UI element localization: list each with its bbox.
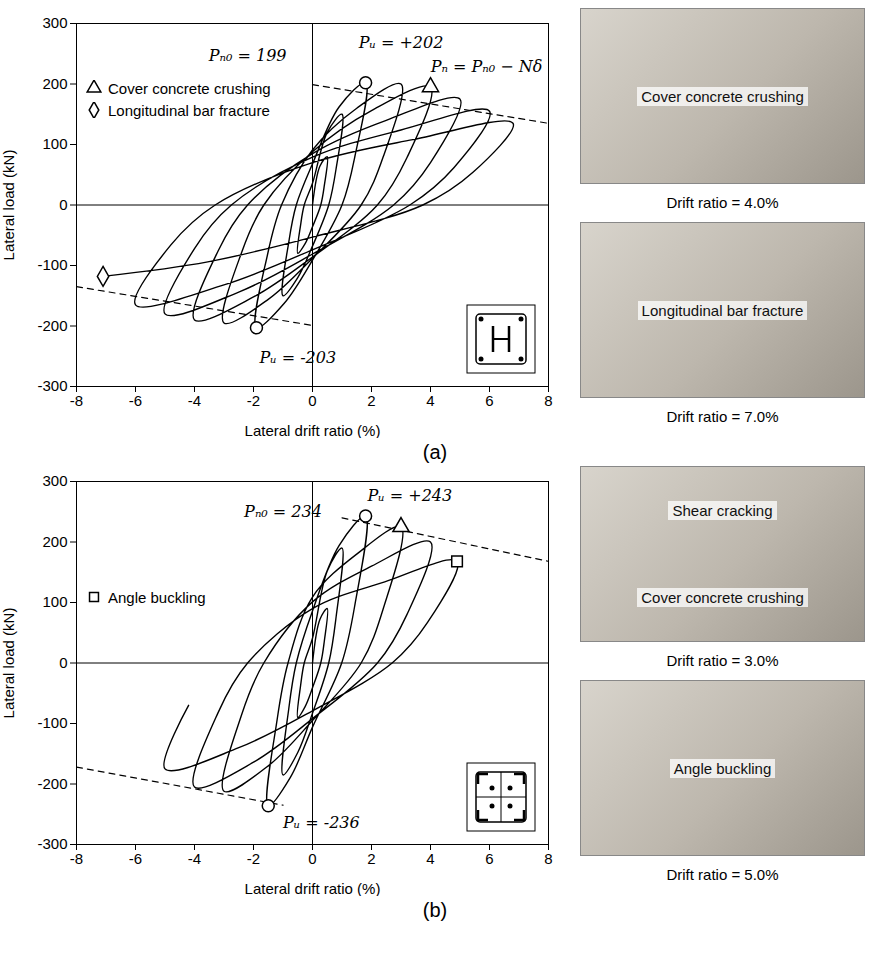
svg-text:Pᵤ = +243: Pᵤ = +243 — [367, 486, 453, 505]
svg-text:300: 300 — [42, 472, 67, 489]
svg-text:200: 200 — [42, 533, 67, 550]
html-text:Angle buckling: Angle buckling — [673, 759, 772, 777]
svg-text:6: 6 — [485, 850, 493, 867]
svg-text:-2: -2 — [247, 392, 260, 409]
svg-text:-200: -200 — [37, 775, 67, 792]
svg-text:300: 300 — [42, 14, 67, 31]
svg-text:-300: -300 — [37, 377, 67, 394]
svg-text:-200: -200 — [37, 317, 67, 334]
html-text:Cover concrete crushing: Cover concrete crushing — [108, 79, 271, 97]
html-text:Cover concrete crushing: Cover concrete crushing — [641, 589, 804, 606]
svg-text:Lateral load (kN): Lateral load (kN) — [0, 608, 17, 719]
html-text:Shear cracking: Shear cracking — [672, 502, 773, 519]
svg-text:Lateral drift ratio (%): Lateral drift ratio (%) — [245, 422, 381, 439]
html-text:Cover concrete crushing: Cover concrete crushing — [641, 87, 804, 105]
svg-text:8: 8 — [544, 850, 552, 867]
html-text:Drift ratio = 3.0%: Drift ratio = 3.0% — [666, 652, 779, 669]
svg-text:2: 2 — [367, 850, 375, 867]
svg-text:-6: -6 — [129, 392, 142, 409]
html-text:Drift ratio = 4.0%: Drift ratio = 4.0% — [666, 194, 779, 211]
svg-text:-8: -8 — [70, 850, 83, 867]
html-text:(a): (a) — [422, 441, 448, 463]
html-text:(b): (b) — [422, 899, 448, 921]
html-text:Longitudinal bar fracture: Longitudinal bar fracture — [641, 301, 804, 319]
svg-text:6: 6 — [485, 392, 493, 409]
svg-text:-6: -6 — [129, 850, 142, 867]
svg-text:-100: -100 — [37, 714, 67, 731]
svg-text:-2: -2 — [247, 850, 260, 867]
svg-text:-300: -300 — [37, 835, 67, 852]
svg-text:100: 100 — [42, 135, 67, 152]
html-text:Longitudinal bar fracture: Longitudinal bar fracture — [108, 101, 270, 119]
svg-text:Lateral drift ratio (%): Lateral drift ratio (%) — [245, 880, 381, 897]
svg-text:Pᵤ = -203: Pᵤ = -203 — [258, 348, 336, 367]
html-text:Drift ratio = 7.0%: Drift ratio = 7.0% — [666, 408, 779, 425]
svg-text:4: 4 — [426, 850, 434, 867]
svg-text:-8: -8 — [70, 392, 83, 409]
svg-text:Pᵤ = +202: Pᵤ = +202 — [358, 33, 444, 52]
svg-text:Pₙ₀ = 199: Pₙ₀ = 199 — [208, 46, 287, 65]
svg-text:200: 200 — [42, 75, 67, 92]
svg-text:0: 0 — [59, 196, 67, 213]
svg-text:Pₙ = Pₙ₀ − Nδ: Pₙ = Pₙ₀ − Nδ — [430, 57, 543, 76]
svg-text:Lateral load (kN): Lateral load (kN) — [0, 150, 17, 261]
html-text:Drift ratio = 5.0%: Drift ratio = 5.0% — [666, 866, 779, 883]
svg-text:-4: -4 — [188, 392, 201, 409]
svg-text:0: 0 — [308, 850, 316, 867]
html-text:Angle buckling: Angle buckling — [108, 588, 206, 606]
svg-text:4: 4 — [426, 392, 434, 409]
svg-text:8: 8 — [544, 392, 552, 409]
svg-text:-4: -4 — [188, 850, 201, 867]
svg-text:-100: -100 — [37, 256, 67, 273]
svg-text:Pₙ₀ = 234: Pₙ₀ = 234 — [243, 502, 322, 521]
svg-text:0: 0 — [308, 392, 316, 409]
svg-text:Pᵤ = -236: Pᵤ = -236 — [282, 813, 360, 832]
svg-text:100: 100 — [42, 593, 67, 610]
svg-text:2: 2 — [367, 392, 375, 409]
svg-text:0: 0 — [59, 654, 67, 671]
